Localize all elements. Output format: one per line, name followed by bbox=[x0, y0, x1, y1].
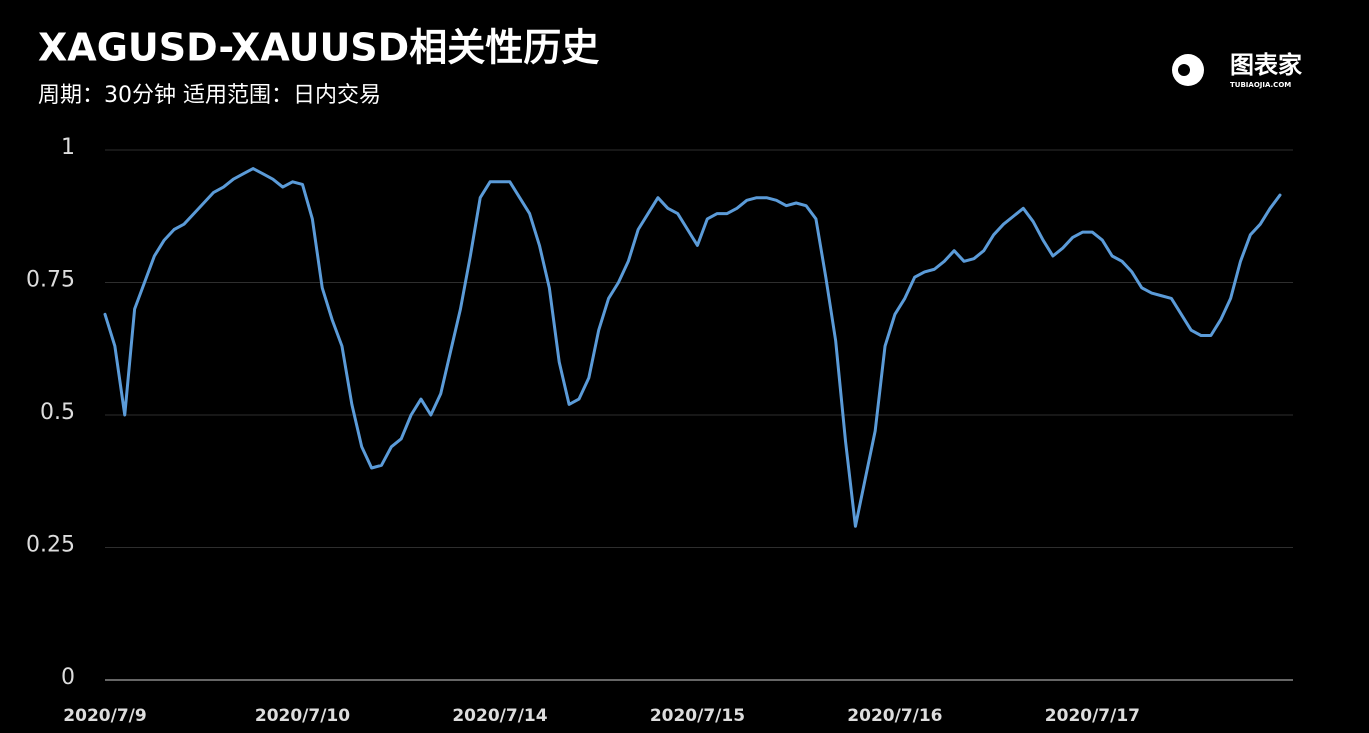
x-tick-label: 2020/7/14 bbox=[452, 706, 547, 726]
y-tick-label: 0.25 bbox=[26, 533, 75, 558]
y-tick-label: 0 bbox=[61, 665, 75, 690]
y-tick-label: 0.75 bbox=[26, 268, 75, 293]
y-tick-label: 0.5 bbox=[40, 400, 75, 425]
data-line bbox=[103, 167, 1282, 528]
x-tick-label: 2020/7/16 bbox=[847, 706, 942, 726]
x-tick-label: 2020/7/9 bbox=[63, 706, 146, 726]
x-tick-label: 2020/7/10 bbox=[255, 706, 350, 726]
chart-title: XAGUSD-XAUUSD相关性历史 bbox=[38, 26, 599, 70]
logo-icon-eye bbox=[1178, 64, 1190, 76]
x-tick-label: 2020/7/17 bbox=[1045, 706, 1140, 726]
x-tick-label: 2020/7/15 bbox=[650, 706, 745, 726]
logo: 图表家 TUBIAOJIA.COM bbox=[1172, 51, 1302, 89]
brand-name: 图表家 bbox=[1230, 51, 1302, 79]
brand-url: TUBIAOJIA.COM bbox=[1230, 81, 1291, 89]
y-tick-label: 1 bbox=[61, 135, 75, 160]
chart-subtitle: 周期：30分钟 适用范围：日内交易 bbox=[38, 83, 381, 108]
